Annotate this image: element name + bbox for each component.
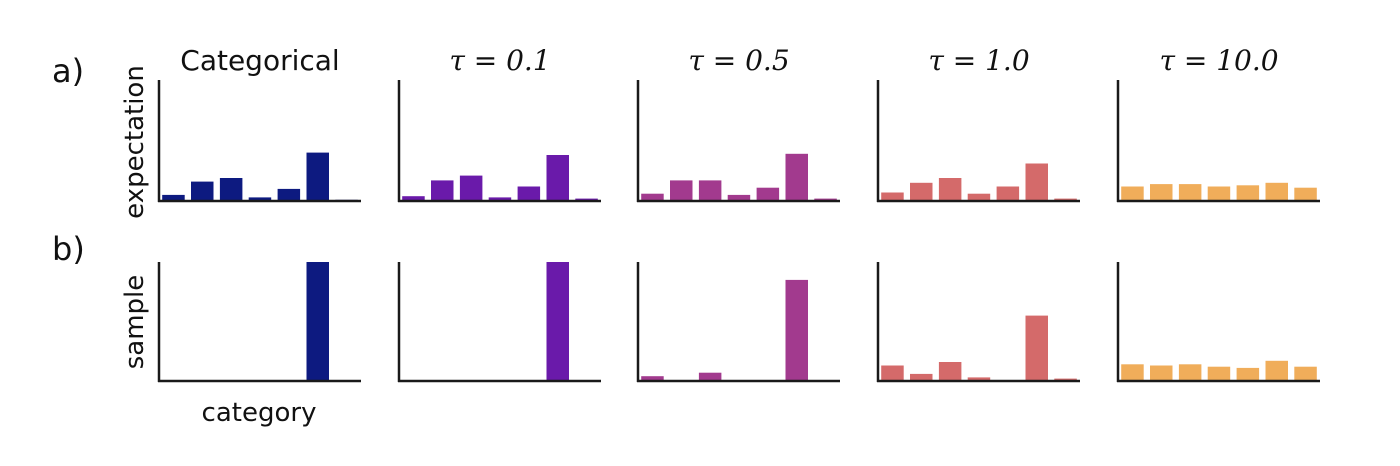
bar-expectation-2-2 xyxy=(431,180,454,201)
bar-expectation-2-3 xyxy=(459,175,483,201)
bar-expectation-1-1 xyxy=(162,194,185,201)
bar-expectation-4-1 xyxy=(881,192,904,201)
bar-expectation-3-4 xyxy=(727,194,751,201)
bar-expectation-3-1 xyxy=(641,193,664,201)
bar-expectation-4-6 xyxy=(1025,163,1048,201)
column-title-3: τ = 0.5 xyxy=(688,44,789,77)
bar-expectation-4-2 xyxy=(910,182,933,201)
bar-sample-5-7 xyxy=(1294,366,1317,381)
bar-expectation-3-2 xyxy=(670,180,693,201)
bar-expectation-5-1 xyxy=(1121,186,1144,201)
y-axis-label-expectation: expectation xyxy=(120,65,150,219)
bar-expectation-2-5 xyxy=(517,186,541,201)
y-axis-label-sample: sample xyxy=(120,275,150,370)
bar-sample-5-2 xyxy=(1150,365,1173,381)
bar-expectation-5-7 xyxy=(1294,187,1317,201)
bar-sample-4-2 xyxy=(910,373,933,381)
bar-expectation-1-2 xyxy=(191,181,214,201)
panel-expectation-1 xyxy=(157,80,361,203)
bar-expectation-1-4 xyxy=(248,197,272,201)
panel-expectation-4 xyxy=(876,80,1080,203)
bar-sample-4-4 xyxy=(967,377,991,381)
panel-sample-2 xyxy=(397,262,601,383)
bar-expectation-5-2 xyxy=(1150,184,1173,201)
bar-expectation-5-5 xyxy=(1236,185,1260,201)
panel-expectation-2 xyxy=(397,80,601,203)
bar-sample-5-5 xyxy=(1236,367,1260,381)
bar-sample-1-6 xyxy=(306,262,329,381)
bar-expectation-5-4 xyxy=(1207,186,1231,201)
panel-sample-5 xyxy=(1116,262,1320,383)
bar-expectation-4-3 xyxy=(938,178,962,201)
x-axis-label: category xyxy=(202,398,317,428)
bar-sample-5-1 xyxy=(1121,364,1144,381)
bar-expectation-1-5 xyxy=(277,188,301,201)
bar-sample-4-6 xyxy=(1025,315,1048,382)
bar-expectation-1-3 xyxy=(219,178,243,201)
bar-expectation-4-4 xyxy=(967,193,991,201)
column-title-5: τ = 10.0 xyxy=(1159,44,1278,77)
bar-sample-4-3 xyxy=(938,362,962,381)
panel-label-a: a) xyxy=(52,52,84,90)
column-title-2: τ = 0.1 xyxy=(449,44,550,77)
bar-expectation-4-5 xyxy=(996,186,1020,201)
panel-label-b: b) xyxy=(52,230,85,268)
panel-sample-4 xyxy=(876,262,1080,383)
bar-sample-4-1 xyxy=(881,365,904,381)
bar-sample-3-1 xyxy=(641,376,664,381)
bar-sample-5-4 xyxy=(1207,366,1231,381)
bar-expectation-3-6 xyxy=(785,153,808,201)
bar-expectation-2-1 xyxy=(402,196,425,201)
chart-panels: Categorical τ = 0.1 τ = 0.5 τ = 1.0 τ = 10.0 xyxy=(157,44,1320,383)
bar-expectation-3-3 xyxy=(698,180,722,201)
panel-expectation-3 xyxy=(636,80,840,203)
bar-sample-5-6 xyxy=(1265,360,1288,381)
bar-expectation-1-6 xyxy=(306,152,329,201)
bar-expectation-2-4 xyxy=(488,197,512,201)
bar-expectation-2-6 xyxy=(546,155,569,201)
bar-sample-2-6 xyxy=(546,262,569,381)
column-title-1: Categorical xyxy=(180,44,339,77)
panel-expectation-5 xyxy=(1116,80,1320,203)
bar-sample-3-6 xyxy=(785,279,808,381)
column-title-4: τ = 1.0 xyxy=(928,44,1029,77)
bar-sample-5-3 xyxy=(1178,364,1202,381)
bar-expectation-5-6 xyxy=(1265,182,1288,201)
bar-expectation-5-3 xyxy=(1178,184,1202,201)
panel-sample-1 xyxy=(157,262,361,383)
panel-sample-3 xyxy=(636,262,840,383)
bar-sample-3-3 xyxy=(698,372,722,381)
bar-expectation-3-5 xyxy=(756,187,780,201)
